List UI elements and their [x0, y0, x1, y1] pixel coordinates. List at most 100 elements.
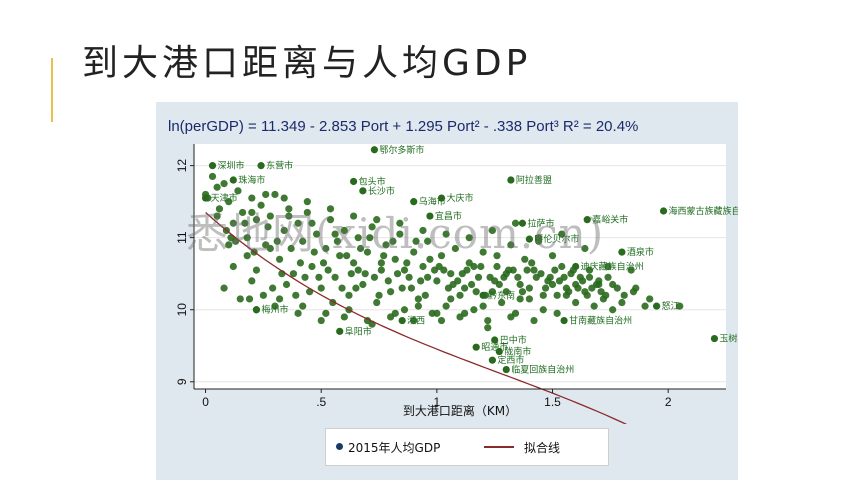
scatter-point: [220, 180, 228, 188]
scatter-point: [641, 302, 649, 310]
scatter-point: [400, 266, 409, 274]
scatter-point: [618, 298, 626, 307]
scatter-point: [461, 284, 469, 292]
scatter-point: [398, 284, 406, 292]
scatter-point: [417, 277, 425, 285]
point-label: 玉树藏族自治州: [719, 333, 738, 345]
x-tick-label: 1: [434, 395, 441, 409]
scatter-point: [419, 226, 427, 235]
scatter-point: [525, 295, 533, 303]
point-label: 包头市: [359, 175, 386, 187]
scatter-point: [243, 252, 251, 260]
scatter-point: [419, 262, 427, 271]
plot-area: [194, 144, 726, 389]
scatter-point: [525, 235, 533, 243]
scatter-point: [551, 266, 559, 274]
scatter-point: [518, 288, 527, 296]
scatter-point: [333, 237, 342, 245]
scatter-point: [266, 244, 274, 253]
chart-svg: ln(perGDP) = 11.349 - 2.853 Port + 1.295…: [168, 118, 738, 424]
scatter-point: [498, 298, 506, 307]
scatter-point: [410, 198, 418, 206]
scatter-point: [238, 208, 247, 217]
chart-legend: 2015年人均GDP 拟合线: [325, 428, 609, 466]
point-label: 乌海市: [419, 196, 446, 208]
scatter-point: [585, 273, 594, 281]
scatter-point: [500, 273, 508, 281]
scatter-point: [493, 262, 501, 271]
point-label: 阿拉善盟: [516, 174, 552, 186]
scatter-point: [502, 288, 510, 296]
point-label: 天津市: [211, 192, 238, 204]
scatter-point: [262, 190, 270, 199]
scatter-point: [546, 273, 554, 281]
scatter-point: [400, 306, 409, 314]
scatter-point: [609, 306, 617, 314]
scatter-point: [646, 295, 654, 303]
scatter-point: [558, 230, 566, 238]
legend-label-fit: 拟合线: [524, 441, 561, 455]
scatter-point: [530, 316, 538, 325]
scatter-point: [548, 252, 557, 260]
scatter-point: [389, 237, 397, 245]
y-tick-label: 10: [175, 303, 189, 317]
scatter-point: [518, 219, 527, 227]
scatter-point: [287, 244, 295, 253]
scatter-point: [424, 273, 432, 281]
legend-label-points: 2015年人均GDP: [348, 441, 441, 455]
scatter-point: [229, 262, 237, 271]
scatter-point: [359, 280, 367, 289]
scatter-point: [336, 252, 344, 260]
scatter-point: [627, 266, 635, 274]
scatter-point: [375, 291, 383, 299]
scatter-point: [336, 327, 344, 335]
scatter-point: [583, 216, 591, 224]
scatter-point: [257, 201, 265, 209]
scatter-point: [303, 208, 311, 217]
scatter-point: [275, 295, 284, 303]
scatter-point: [437, 194, 446, 202]
scatter-point: [310, 248, 318, 256]
scatter-point: [252, 266, 261, 274]
scatter-point: [447, 295, 455, 303]
scatter-point: [659, 207, 668, 215]
scatter-point: [539, 291, 547, 299]
title-accent-bar: [51, 58, 53, 122]
scatter-point: [285, 212, 293, 220]
scatter-point: [488, 226, 496, 235]
scatter-point: [363, 248, 372, 256]
scatter-point: [356, 244, 365, 253]
scatter-point: [317, 284, 325, 292]
scatter-point: [347, 270, 355, 278]
scatter-point: [472, 343, 480, 351]
point-label: 长沙市: [368, 185, 395, 197]
point-label: 嘉峪关市: [592, 214, 628, 226]
scatter-point: [350, 212, 358, 220]
scatter-point: [266, 212, 274, 220]
point-label: 拉萨市: [527, 217, 554, 229]
scatter-point: [343, 252, 351, 260]
scatter-point: [502, 365, 510, 374]
scatter-point: [294, 219, 302, 227]
point-label: 深圳市: [218, 160, 245, 172]
scatter-point: [227, 234, 235, 242]
grid: [194, 165, 726, 383]
scatter-point: [581, 244, 589, 253]
y-tick-label: 11: [175, 231, 189, 244]
point-label: 陇南市: [504, 346, 531, 358]
scatter-point: [391, 255, 399, 263]
y-tick-label: 9: [175, 378, 189, 385]
scatter-point: [391, 309, 399, 317]
scatter-point: [280, 226, 288, 235]
scatter-point: [252, 306, 261, 314]
scatter-point: [618, 248, 626, 256]
scatter-point: [350, 177, 358, 186]
scatter-point: [368, 223, 376, 231]
scatter-point: [507, 176, 515, 184]
scatter-point: [572, 298, 580, 307]
fit-line: [205, 212, 628, 424]
scatter-point: [572, 262, 580, 271]
scatter-point: [303, 198, 311, 206]
scatter-point: [430, 266, 439, 274]
